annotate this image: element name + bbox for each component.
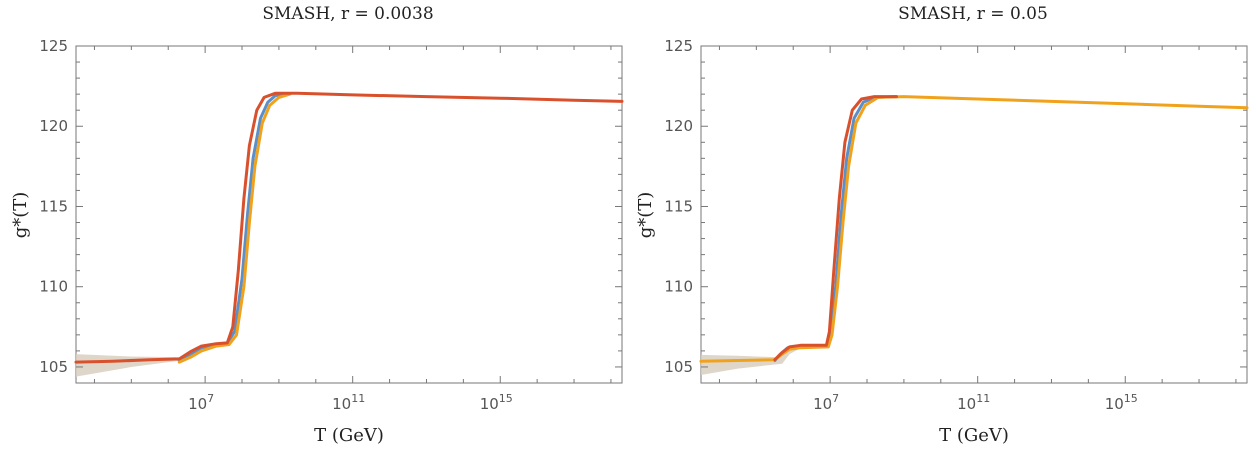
y-tick-label: 115: [664, 197, 693, 215]
y-tick-label: 120: [664, 117, 693, 135]
x-tick-label: 1011: [957, 392, 990, 413]
x-axis-label-left: T (GeV): [314, 425, 384, 446]
uncertainty-band: [76, 347, 206, 377]
series-line-2: [699, 95, 1249, 363]
series-line-2: [177, 92, 292, 364]
ticks-left: 107 1011 1015 105 110 115 120 125: [39, 37, 622, 413]
x-tick-label: 107: [813, 392, 839, 413]
ticks-right: 107 1011 1015 105 110 115 120 125: [664, 37, 1247, 413]
chart-panel-right: SMASH, r = 0.05 107 1011 10151051101151201…: [635, 4, 1249, 446]
plot-frame-right: [700, 45, 1248, 384]
x-tick-label: 1015: [480, 392, 513, 413]
y-tick-label: 125: [664, 37, 693, 55]
series-line-3: [74, 91, 624, 364]
x-tick-label: 1015: [1105, 392, 1138, 413]
y-axis-label-right: g*(T): [635, 192, 656, 239]
chart-panel-left: SMASH, r = 0.0038 107 1011 1015 105 110 115 12…: [10, 4, 624, 446]
y-tick-label: 125: [39, 37, 68, 55]
x-tick-label: 107: [188, 392, 214, 413]
y-axis-label-left: g*(T): [10, 192, 31, 239]
chart-title-left: SMASH, r = 0.0038: [262, 4, 433, 24]
y-tick-label: 110: [39, 278, 68, 296]
chart-title-right: SMASH, r = 0.05: [898, 4, 1048, 24]
uncertainty-band-left: [76, 347, 206, 377]
y-tick-label: 110: [664, 278, 693, 296]
y-tick-label: 105: [39, 358, 68, 376]
x-axis-label-right: T (GeV): [939, 425, 1009, 446]
y-tick-label: 105: [664, 358, 693, 376]
y-tick-label: 120: [39, 117, 68, 135]
series-line-3: [773, 95, 898, 362]
plot-frame-left: [75, 45, 623, 384]
y-tick-label: 115: [39, 197, 68, 215]
x-tick-label: 1011: [332, 392, 365, 413]
series-group-left: [74, 91, 624, 364]
series-group-right: [699, 95, 1249, 363]
